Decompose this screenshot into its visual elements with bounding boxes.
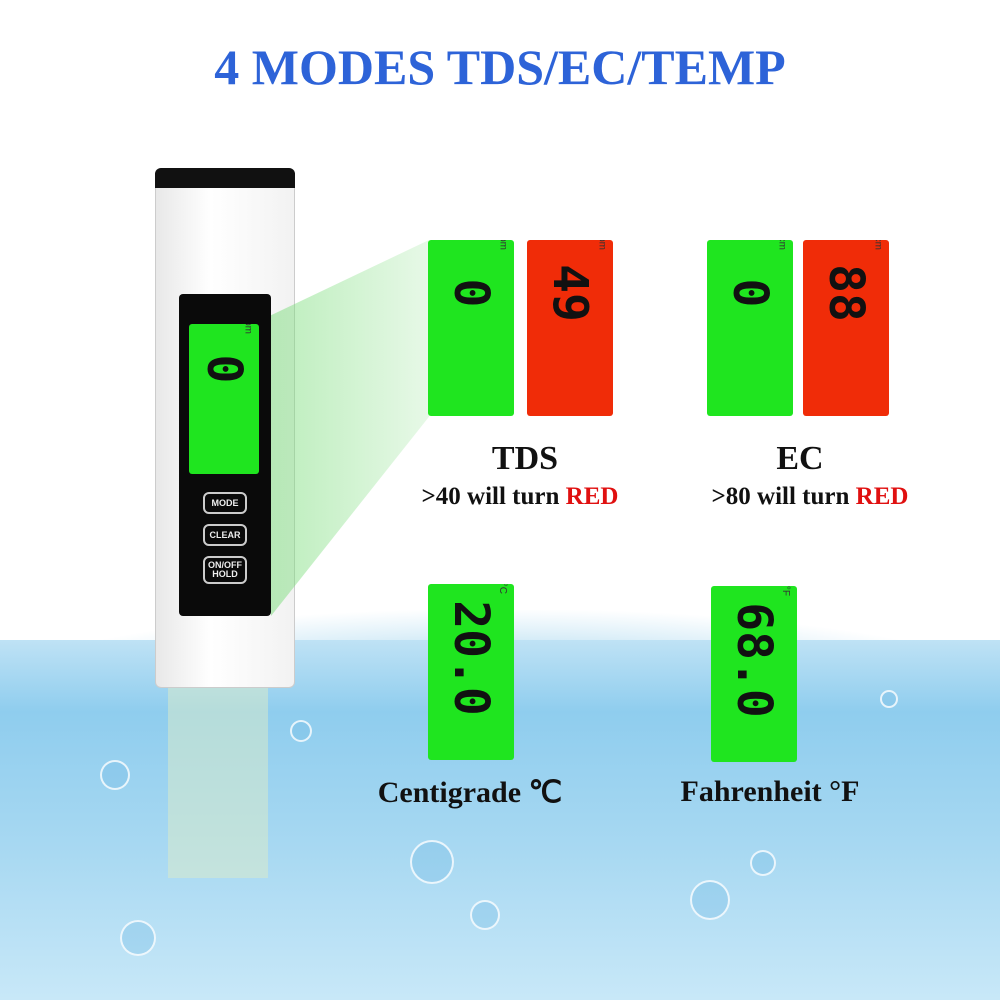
ec-red-lcd: 88 uS/cm: [803, 240, 889, 416]
bubble: [470, 900, 500, 930]
meter-probe: [168, 688, 268, 878]
meter-cap: [155, 168, 295, 188]
lcd-value: 49: [542, 263, 598, 322]
meter-unit: ppm: [242, 324, 253, 334]
ec-green-lcd: 0 uS/cm: [707, 240, 793, 416]
fahrenheit-label: Fahrenheit °F: [680, 775, 860, 808]
lcd-value: 0: [443, 278, 499, 308]
lcd-value: 88: [818, 263, 874, 322]
lcd-unit: uS/cm: [776, 240, 787, 250]
note-text: >40 will turn: [421, 483, 566, 510]
bubble: [750, 850, 776, 876]
bubble: [290, 720, 312, 742]
note-text: >80 will turn: [711, 483, 856, 510]
celsius-lcd: 20.0 °C: [428, 584, 514, 760]
bubble: [880, 690, 898, 708]
lcd-unit: uS/cm: [872, 240, 883, 250]
bubble: [410, 840, 454, 884]
mode-button[interactable]: MODE: [203, 492, 247, 514]
note-red: RED: [565, 483, 619, 510]
tds-label: TDS: [491, 440, 559, 477]
lcd-unit: ppm: [596, 240, 607, 250]
bubble: [690, 880, 730, 920]
meter-lcd: 0 ppm: [189, 324, 259, 474]
fahrenheit-lcd: 68.0 °F: [711, 586, 797, 762]
meter-reading: 0: [196, 354, 252, 384]
clear-button[interactable]: CLEAR: [203, 524, 247, 546]
tds-note: >40 will turn RED: [380, 483, 660, 511]
lcd-unit: °C: [497, 584, 508, 594]
note-red: RED: [855, 483, 909, 510]
power-hold-button[interactable]: ON/OFF HOLD: [203, 556, 247, 584]
bubble: [100, 760, 130, 790]
lcd-value: 0: [722, 278, 778, 308]
ec-note: >80 will turn RED: [670, 483, 950, 511]
celsius-label: Centigrade ℃: [377, 776, 563, 809]
ec-label: EC: [776, 440, 824, 477]
meter-panel: 0 ppm MODE CLEAR ON/OFF HOLD: [179, 294, 271, 616]
lcd-unit: °F: [780, 586, 791, 596]
tds-red-lcd: 49 ppm: [527, 240, 613, 416]
lcd-unit: ppm: [497, 240, 508, 250]
page-title: 4 MODES TDS/EC/TEMP: [214, 39, 786, 95]
tds-green-lcd: 0 ppm: [428, 240, 514, 416]
lcd-value: 20.0: [443, 600, 499, 716]
lcd-value: 68.0: [726, 602, 782, 718]
bubble: [120, 920, 156, 956]
